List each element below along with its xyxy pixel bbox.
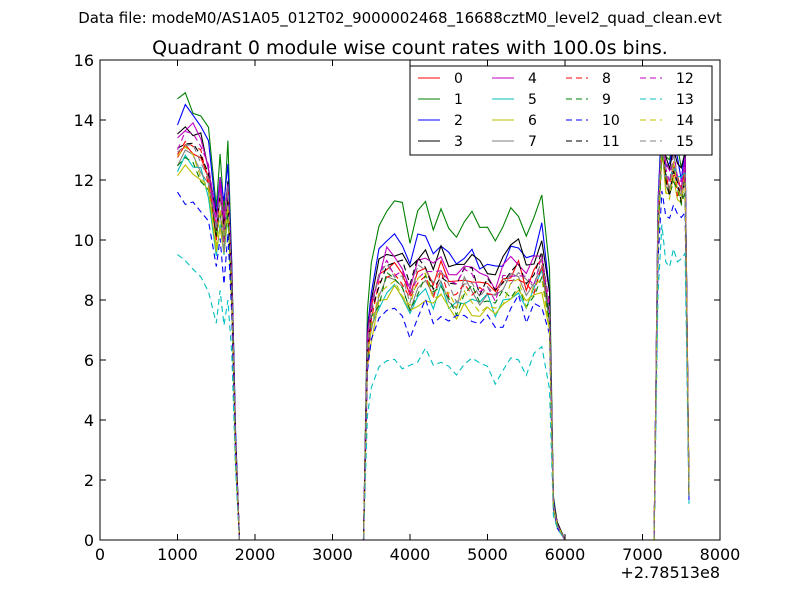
legend-label-9: 9 xyxy=(602,92,611,108)
legend-label-13: 13 xyxy=(676,92,694,108)
legend-label-3: 3 xyxy=(454,134,463,150)
x-tick-label: 6000 xyxy=(545,545,586,564)
legend-label-6: 6 xyxy=(528,113,537,129)
y-tick-label: 0 xyxy=(84,531,94,550)
legend-label-8: 8 xyxy=(602,71,611,87)
legend-label-4: 4 xyxy=(528,71,537,87)
figure-suptitle: Data file: modeM0/AS1A05_012T02_90000024… xyxy=(78,9,722,28)
y-tick-label: 12 xyxy=(74,171,94,190)
x-tick-label: 2000 xyxy=(235,545,276,564)
x-tick-label: 5000 xyxy=(467,545,508,564)
series-line-14 xyxy=(177,144,690,541)
legend-label-15: 15 xyxy=(676,134,694,150)
legend-box xyxy=(409,65,713,156)
y-tick-label: 8 xyxy=(84,291,94,310)
x-offset-label: +2.78513e8 xyxy=(620,563,720,582)
x-tick-label: 0 xyxy=(95,545,105,564)
legend-label-10: 10 xyxy=(602,113,620,129)
x-tick-label: 7000 xyxy=(622,545,663,564)
legend-label-12: 12 xyxy=(676,71,694,87)
ticks-layer: 0 1000 2000 3000 4000 5000 6000 7000 80000246810… xyxy=(74,51,741,564)
x-tick-label: 4000 xyxy=(390,545,431,564)
legend-label-7: 7 xyxy=(528,134,537,150)
y-tick-label: 4 xyxy=(84,411,94,430)
x-tick-label: 3000 xyxy=(312,545,353,564)
y-tick-label: 14 xyxy=(74,111,94,130)
chart-title: Quadrant 0 module wise count rates with … xyxy=(152,37,668,59)
legend-label-5: 5 xyxy=(528,92,537,108)
y-tick-label: 6 xyxy=(84,351,94,370)
y-tick-label: 10 xyxy=(74,231,94,250)
legend-label-1: 1 xyxy=(454,92,463,108)
legend-label-11: 11 xyxy=(602,134,620,150)
x-tick-label: 8000 xyxy=(700,545,741,564)
legend-label-14: 14 xyxy=(676,113,694,129)
legend-label-2: 2 xyxy=(454,113,463,129)
y-tick-label: 16 xyxy=(74,51,94,70)
y-tick-label: 2 xyxy=(84,471,94,490)
legend-label-0: 0 xyxy=(454,71,463,87)
x-tick-label: 1000 xyxy=(157,545,198,564)
